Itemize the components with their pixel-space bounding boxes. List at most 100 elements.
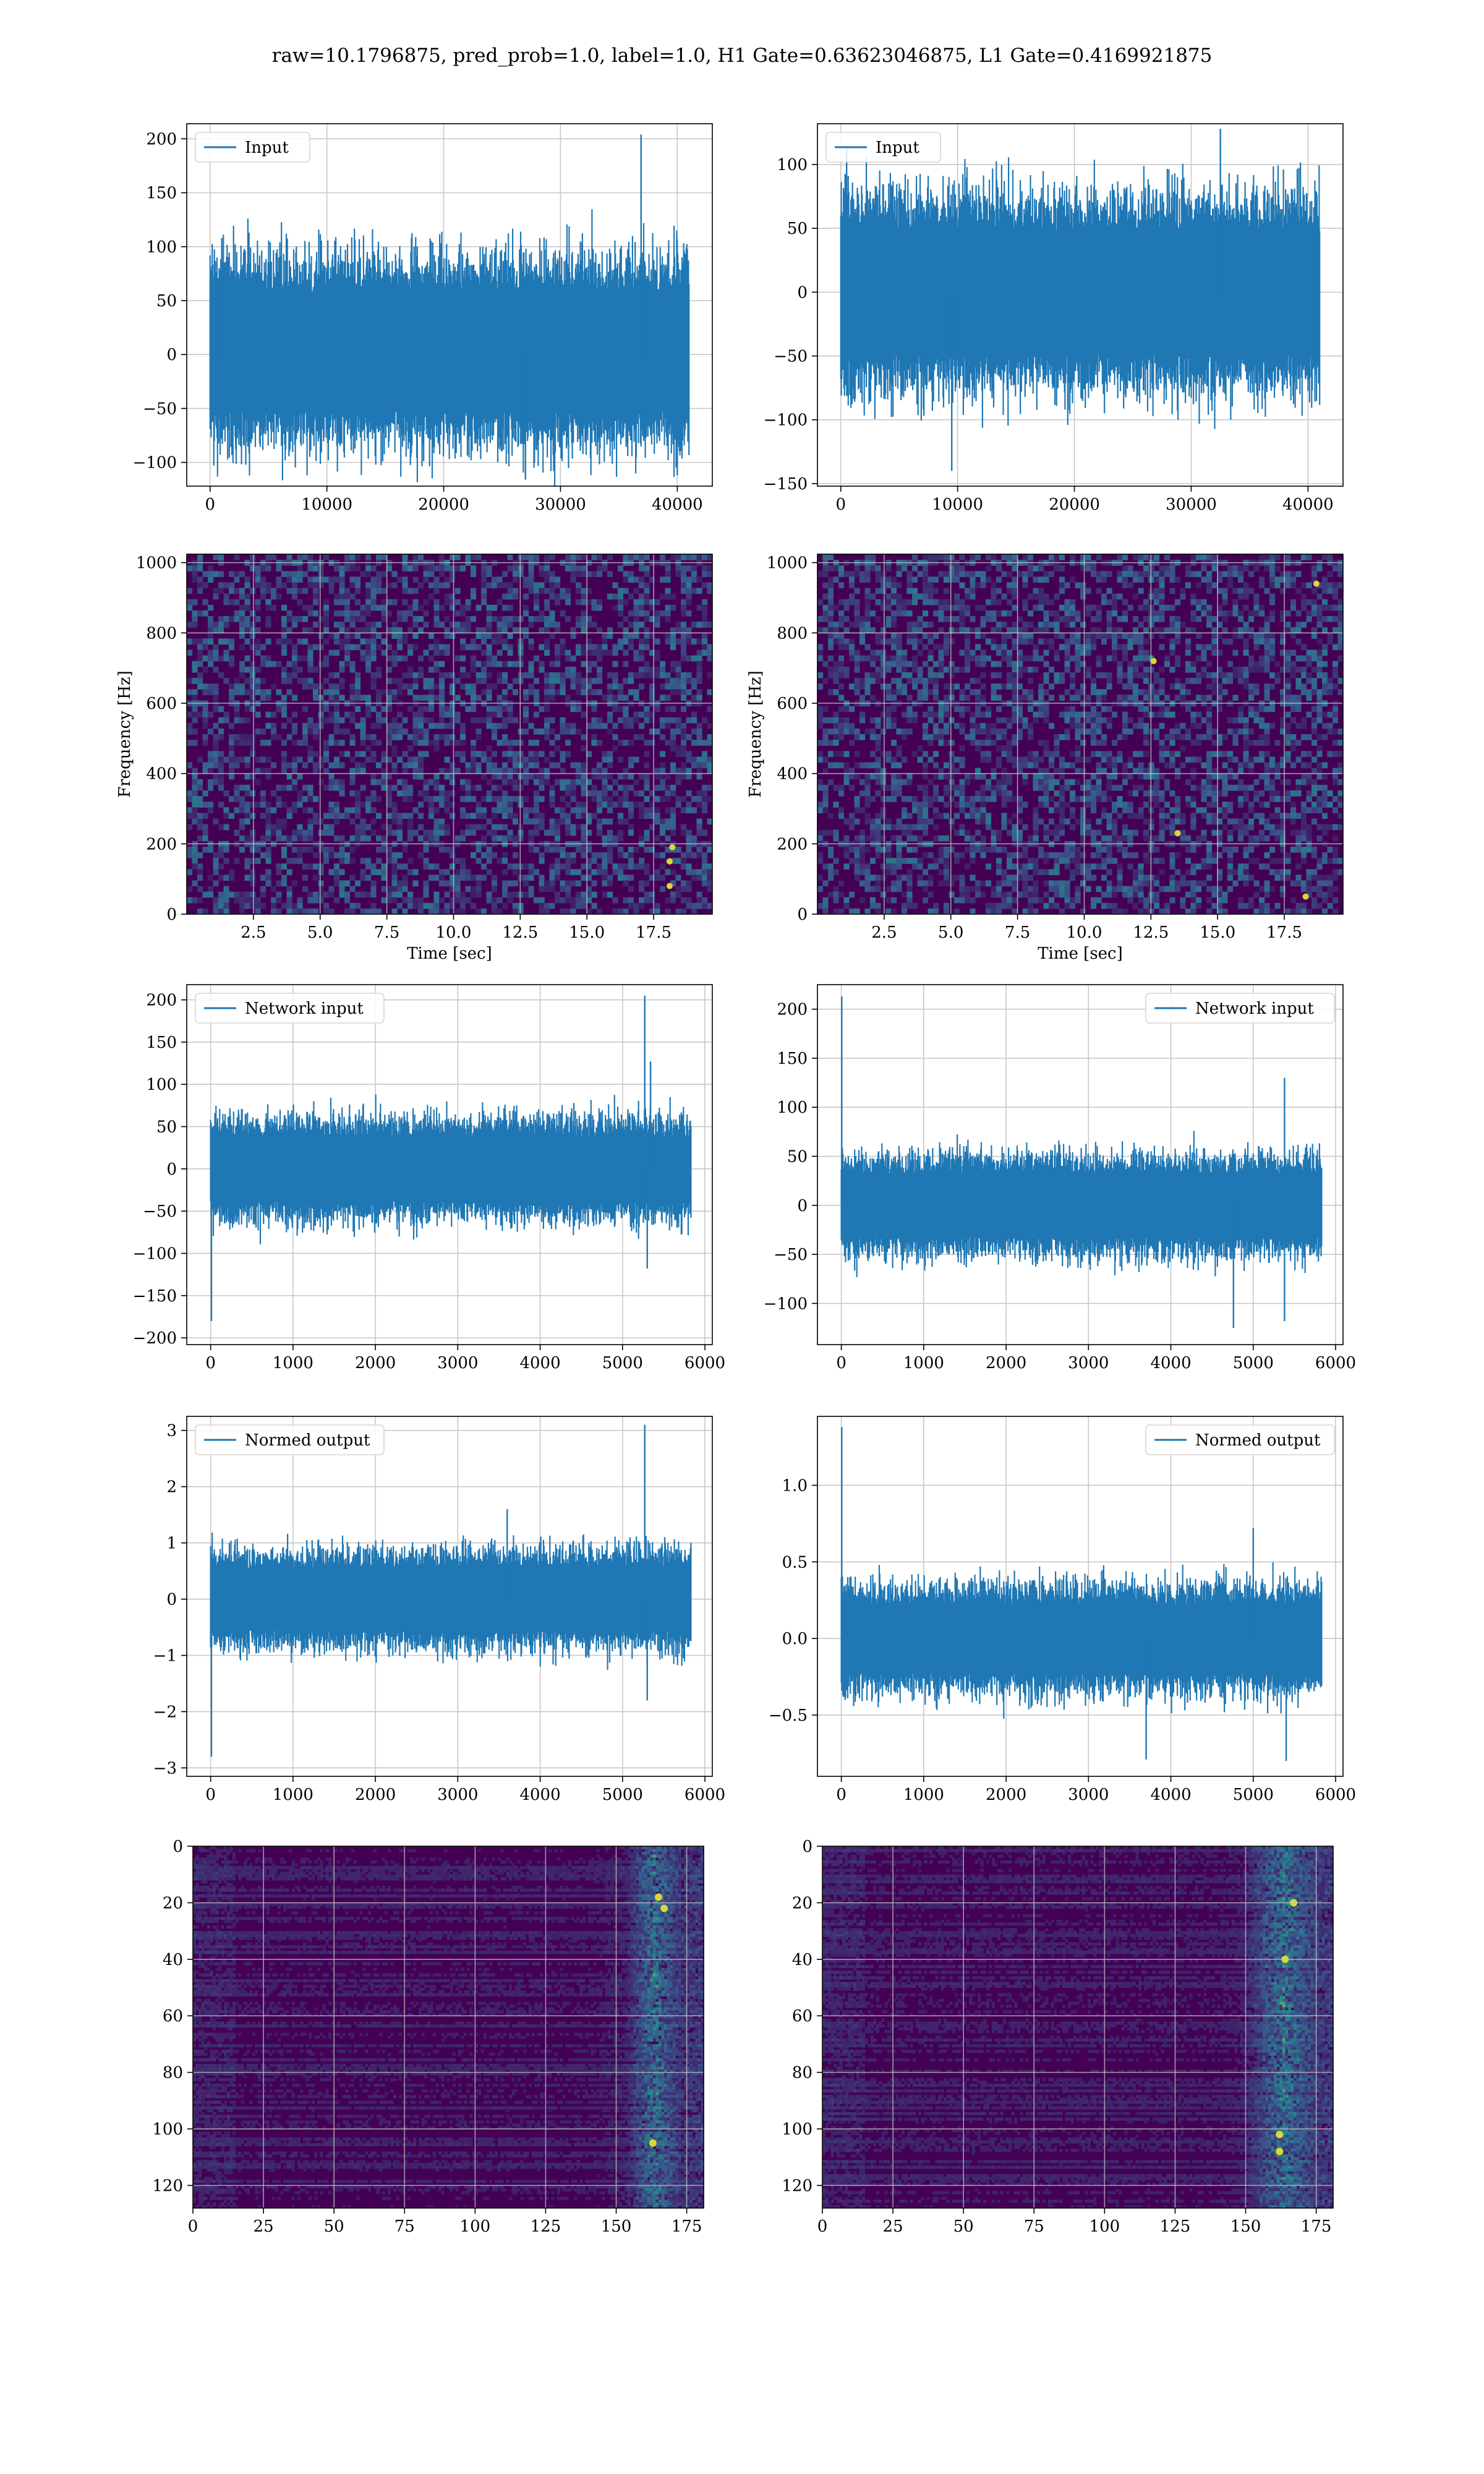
x-tick-label: 2000 — [355, 1354, 396, 1372]
x-tick-label: 30000 — [1166, 495, 1217, 514]
x-tick-label: 150 — [1230, 2217, 1261, 2236]
y-tick-label: 0 — [166, 905, 177, 924]
x-tick-label: 7.5 — [374, 923, 399, 942]
chart-h1-network-input: 0 1000 2000 3000 4000 5000 6000−200−150−100−50… — [133, 984, 725, 1372]
x-tick-label: 2000 — [986, 1354, 1026, 1372]
y-tick-label: 40 — [792, 1951, 812, 1969]
x-tick-label: 5000 — [602, 1786, 643, 1804]
legend-label: Normed output — [1195, 1431, 1321, 1450]
y-tick-label: 100 — [777, 1098, 808, 1117]
x-tick-label: 40000 — [652, 495, 703, 514]
x-tick-label: 4000 — [519, 1354, 560, 1372]
series-area — [210, 1424, 692, 1757]
chart-h1-feature-map: 0 25 50 75 100 125 150 175 0 20 40 60 80 100 120 — [152, 1838, 704, 2236]
y-axis-label: Frequency [Hz] — [746, 670, 765, 798]
x-tick-label: 12.5 — [502, 923, 538, 942]
hot-spot — [669, 844, 676, 851]
x-tick-label: 17.5 — [1266, 923, 1302, 942]
y-tick-label: 40 — [163, 1951, 183, 1969]
series-area — [209, 134, 690, 486]
y-tick-label: 800 — [146, 624, 177, 643]
y-tick-label: −100 — [133, 1244, 177, 1263]
x-tick-label: 175 — [672, 2217, 702, 2236]
heatmap-cells — [193, 1846, 704, 2208]
y-tick-label: 150 — [146, 184, 177, 203]
axes-frame — [817, 554, 1344, 915]
x-tick-label: 125 — [531, 2217, 561, 2236]
x-tick-label: 0 — [205, 1786, 216, 1804]
hot-spot — [649, 2139, 657, 2147]
y-tick-label: −50 — [143, 1202, 177, 1221]
y-tick-label: −3 — [153, 1759, 177, 1778]
x-tick-label: 12.5 — [1133, 923, 1169, 942]
y-tick-label: −50 — [774, 348, 808, 366]
x-tick-label: 5000 — [1233, 1354, 1274, 1372]
y-tick-label: 60 — [163, 2007, 183, 2026]
x-tick-label: 100 — [460, 2217, 491, 2236]
y-tick-label: 100 — [146, 1076, 177, 1094]
chart-l1-network-input: 0 1000 2000 3000 4000 5000 6000 −100 −50 0 50 100 15… — [764, 984, 1356, 1372]
y-tick-label: −100 — [764, 411, 808, 430]
y-tick-label: 50 — [787, 220, 808, 238]
grid — [192, 1846, 704, 2208]
x-tick-label: 1000 — [903, 1786, 944, 1804]
y-tick-label: 1000 — [767, 554, 808, 573]
y-tick-label: 400 — [146, 765, 177, 784]
axes-frame — [822, 1846, 1334, 2209]
chart-l1-spectrogram: 2.5 5.0 7.5 10.0 12.5 15.0 17.5 0 200 400 600 800 10… — [746, 554, 1344, 963]
x-tick-label: 75 — [394, 2217, 415, 2236]
y-tick-label: 0.0 — [782, 1630, 808, 1648]
y-tick-label: 80 — [163, 2064, 183, 2082]
series-area — [840, 996, 1323, 1329]
y-tick-label: 200 — [146, 130, 177, 148]
x-tick-label: 6000 — [684, 1786, 725, 1804]
y-axis-label: Frequency [Hz] — [116, 670, 134, 798]
y-tick-label: 150 — [777, 1050, 808, 1068]
x-tick-label: 20000 — [418, 495, 469, 514]
hot-spot — [1174, 830, 1181, 837]
x-tick-label: 1000 — [273, 1354, 313, 1372]
series-line — [210, 1532, 692, 1670]
x-tick-label: 0 — [205, 495, 216, 514]
y-tick-label: 0 — [797, 1197, 808, 1215]
legend: Network input — [1145, 993, 1335, 1024]
x-tick-label: 20000 — [1049, 495, 1100, 514]
series-line — [210, 1094, 692, 1244]
y-tick-label: 200 — [777, 835, 808, 854]
x-tick-label: 50 — [324, 2217, 344, 2236]
heatmap-cells — [187, 554, 712, 914]
x-tick-label: 40000 — [1282, 495, 1334, 514]
legend-label: Network input — [245, 999, 364, 1018]
legend: Normed output — [195, 1424, 385, 1455]
y-tick-label: 800 — [777, 624, 808, 643]
y-tick-label: 600 — [777, 695, 808, 713]
x-tick-label: 4000 — [1150, 1786, 1191, 1804]
x-tick-label: 4000 — [1150, 1354, 1191, 1372]
x-tick-label: 0 — [205, 1354, 216, 1372]
x-tick-label: 1000 — [903, 1354, 944, 1372]
y-tick-label: −50 — [143, 400, 177, 418]
y-tick-label: 50 — [156, 292, 177, 310]
y-tick-label: −100 — [133, 454, 177, 473]
y-tick-label: 100 — [782, 2120, 812, 2139]
chart-l1-feature-map: 0 25 50 75 100 125 150 175 0 20 40 60 80 100 120 — [782, 1838, 1334, 2236]
x-tick-label: 25 — [254, 2217, 274, 2236]
y-tick-label: 0 — [166, 1591, 177, 1609]
x-axis-label: Time [sec] — [407, 944, 492, 963]
y-tick-label: 0 — [166, 346, 177, 364]
charts-grid: 0 10000 20000 30000 40000−100−50050100150200… — [116, 123, 1356, 2236]
x-tick-label: 5000 — [1233, 1786, 1274, 1804]
x-tick-label: 10.0 — [436, 923, 472, 942]
y-tick-label: 600 — [146, 695, 177, 713]
hot-spot — [660, 1904, 668, 1912]
x-tick-label: 2.5 — [241, 923, 266, 942]
x-tick-label: 3000 — [437, 1786, 478, 1804]
y-tick-label: 80 — [792, 2064, 812, 2082]
x-tick-label: 150 — [601, 2217, 632, 2236]
hot-spot — [666, 858, 673, 865]
y-tick-label: −2 — [153, 1703, 177, 1721]
heatmap-cells — [817, 554, 1343, 914]
x-tick-label: 0 — [836, 1354, 846, 1372]
axes-frame — [186, 123, 713, 487]
y-tick-label: 0 — [797, 905, 808, 924]
